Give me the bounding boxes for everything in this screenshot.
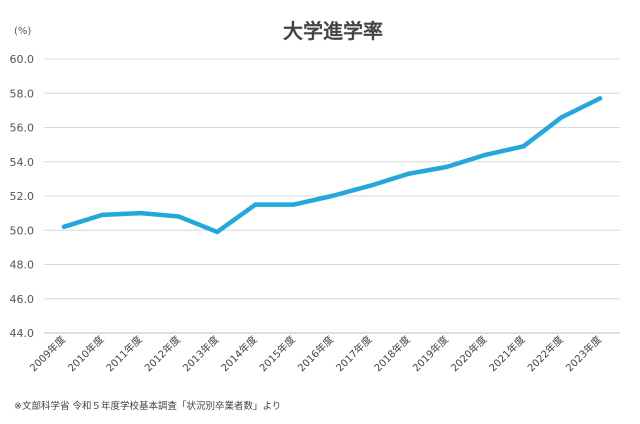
series-line xyxy=(61,96,603,235)
x-tick-label: 2022年度 xyxy=(525,333,566,374)
x-tick-label: 2014年度 xyxy=(218,333,259,374)
x-tick-label: 2010年度 xyxy=(65,333,106,374)
data-point xyxy=(329,193,335,199)
x-tick-label: 2013年度 xyxy=(180,333,221,374)
data-point xyxy=(176,214,182,219)
data-point xyxy=(559,115,564,120)
x-tick-label: 2016年度 xyxy=(295,333,336,374)
x-tick-label: 2021年度 xyxy=(486,333,527,374)
y-tick-label: 56.0 xyxy=(10,122,35,135)
data-point xyxy=(214,229,220,235)
y-axis-unit-label: (%) xyxy=(14,26,31,37)
data-point xyxy=(100,212,105,218)
x-tick-label: 2011年度 xyxy=(103,333,144,374)
data-point xyxy=(61,224,67,230)
y-tick-label: 44.0 xyxy=(10,327,35,340)
x-tick-label: 2015年度 xyxy=(257,333,298,374)
data-point xyxy=(521,144,526,149)
y-tick-label: 60.0 xyxy=(10,53,35,66)
series-layer xyxy=(61,96,603,235)
x-tick-label: 2023年度 xyxy=(563,333,604,374)
y-tick-label: 46.0 xyxy=(10,293,35,306)
data-point xyxy=(253,202,258,207)
y-tick-label: 58.0 xyxy=(10,87,35,100)
chart-title: 大学進学率 xyxy=(283,19,383,43)
data-point xyxy=(482,152,488,158)
x-tick-label: 2018年度 xyxy=(371,333,412,374)
data-point xyxy=(138,210,143,216)
x-tick-label: 2019年度 xyxy=(410,333,451,374)
source-note: ※文部科学省 令和５年度学校基本調査「状況別卒業者数」より xyxy=(14,400,281,412)
data-point xyxy=(597,96,603,101)
data-point xyxy=(291,202,296,207)
data-point xyxy=(444,164,450,170)
y-tick-label: 48.0 xyxy=(10,259,35,272)
y-tick-label: 52.0 xyxy=(10,190,35,203)
x-tick-label: 2020年度 xyxy=(448,333,489,374)
y-tick-label: 50.0 xyxy=(10,224,35,237)
data-point xyxy=(368,183,373,188)
y-tick-label: 54.0 xyxy=(10,156,35,169)
x-tick-label: 2012年度 xyxy=(142,333,183,374)
x-tick-label: 2017年度 xyxy=(333,333,374,374)
y-axis-ticks: 60.0 58.0 56.0 54.0 52.0 50.0 48.0 46.0 44.0 xyxy=(10,53,35,340)
x-axis-ticks: 2009年度2010年度2011年度2012年度2013年度2014年度2015… xyxy=(27,333,604,374)
data-point xyxy=(406,171,411,176)
